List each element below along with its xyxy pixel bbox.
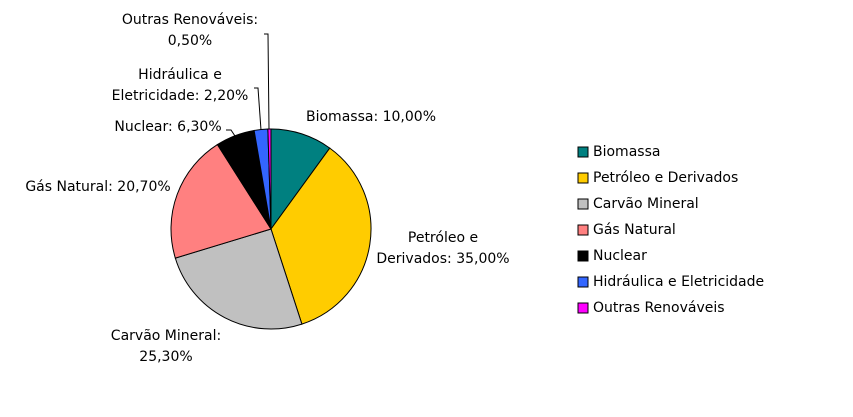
leader-line [254, 87, 262, 131]
pie-slice [170, 143, 272, 259]
data-label: Petróleo e Derivados: 35,00% [376, 230, 509, 267]
legend-label: Petróleo e Derivados [593, 170, 738, 186]
legend-swatch [577, 172, 589, 184]
legend-swatch [577, 302, 589, 314]
legend-swatch [577, 276, 589, 288]
pie-slice [270, 147, 372, 325]
legend-swatch [577, 198, 589, 210]
legend-label: Outras Renováveis [593, 300, 725, 316]
pie-slice [267, 128, 272, 230]
legend-label: Carvão Mineral [593, 196, 699, 212]
data-label: Gás Natural: 20,70% [25, 179, 170, 195]
legend-swatch [577, 250, 589, 262]
legend-label: Nuclear [593, 248, 647, 264]
legend-label: Hidráulica e Eletricidade [593, 274, 764, 290]
data-label: Outras Renováveis: 0,50% [122, 12, 258, 49]
legend-label: Gás Natural [593, 222, 676, 238]
legend-swatch [577, 224, 589, 236]
leader-line [264, 33, 270, 130]
data-label: Hidráulica e Eletricidade: 2,20% [112, 67, 249, 104]
pie-slice [174, 228, 303, 330]
legend-label: Biomassa [593, 144, 660, 160]
data-label: Carvão Mineral: 25,30% [111, 328, 221, 365]
data-label: Biomassa: 10,00% [306, 109, 436, 125]
leader-lines [226, 33, 270, 137]
legend-swatch [577, 146, 589, 158]
leader-line [226, 129, 236, 137]
data-label: Nuclear: 6,30% [114, 119, 221, 135]
